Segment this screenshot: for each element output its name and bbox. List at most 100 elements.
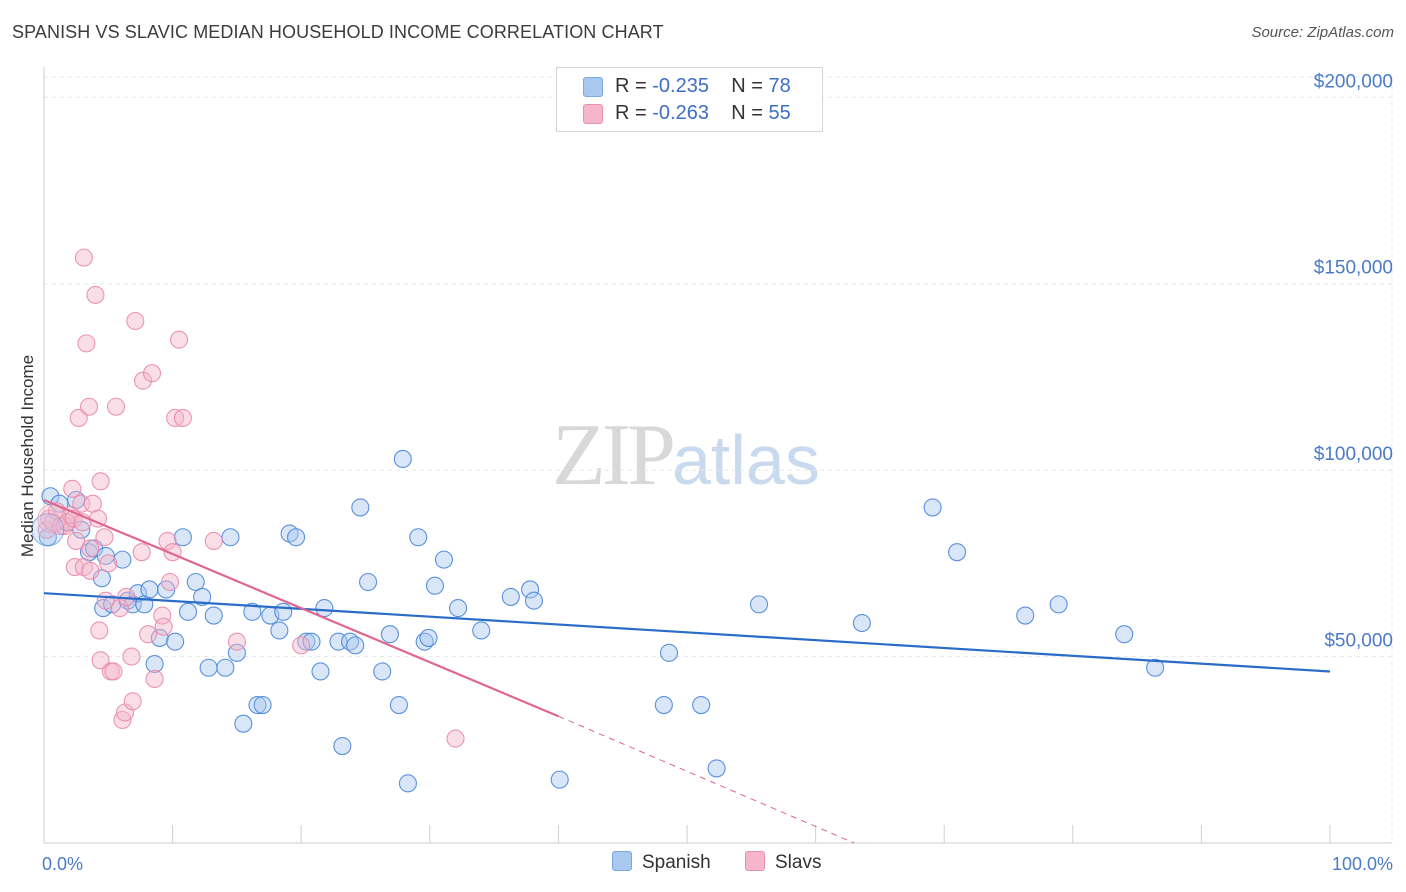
point-spanish	[524, 591, 544, 610]
point-spanish	[449, 599, 468, 618]
point-slavs	[123, 692, 142, 711]
point-spanish	[380, 625, 399, 644]
point-spanish-large	[31, 513, 65, 547]
point-slavs	[169, 330, 189, 349]
point-slavs	[37, 520, 56, 539]
bottom-swatch-slavs	[745, 851, 765, 871]
y-tick-label: $150,000	[1314, 258, 1393, 279]
point-spanish	[302, 632, 321, 651]
point-spanish	[346, 636, 365, 655]
point-spanish	[707, 759, 726, 778]
point-spanish	[1016, 606, 1035, 625]
point-slavs	[292, 636, 311, 655]
point-spanish	[216, 658, 235, 677]
point-spanish	[521, 580, 540, 599]
legend-n-value: 55	[768, 102, 791, 124]
point-slavs	[142, 364, 162, 383]
point-spanish	[359, 572, 378, 592]
legend-n-label: N =	[731, 102, 769, 124]
point-spanish	[550, 770, 569, 789]
point-spanish	[434, 550, 453, 569]
point-slavs	[81, 561, 100, 580]
point-spanish	[234, 714, 253, 733]
point-spanish	[145, 654, 164, 674]
point-spanish	[199, 658, 218, 677]
trend-line-slavs	[43, 498, 559, 718]
watermark-logo: ZIPatlas	[552, 405, 820, 506]
axis-labels: $50,000 $100,000 $150,000 $200,000 0.0% 100.0…	[18, 71, 1393, 874]
point-spanish	[654, 695, 673, 715]
point-spanish	[1115, 625, 1134, 644]
legend-n-label: N =	[731, 75, 769, 97]
point-spanish	[311, 662, 330, 681]
legend-swatch-slavs	[583, 104, 603, 124]
point-spanish	[923, 498, 942, 517]
point-spanish	[425, 576, 444, 595]
point-slavs	[95, 528, 114, 547]
point-spanish	[204, 606, 223, 625]
point-spanish	[221, 528, 240, 547]
legend-n-value: 78	[768, 75, 791, 97]
chart-title: SPANISH VS SLAVIC MEDIAN HOUSEHOLD INCOM…	[12, 22, 664, 42]
bottom-legend-slavs: Slavs	[745, 851, 821, 874]
point-slavs	[204, 531, 223, 551]
trend-lines	[43, 498, 1331, 844]
x-tick-label: 100.0%	[1332, 854, 1393, 874]
point-slavs	[110, 599, 129, 618]
legend-r-value: -0.263	[652, 102, 709, 124]
legend-swatch-spanish	[583, 77, 603, 97]
point-spanish	[150, 628, 169, 647]
bottom-legend-label: Slavs	[775, 852, 822, 873]
correlation-legend: R = -0.235 N = 78 R = -0.263 N = 55	[556, 67, 823, 132]
bottom-swatch-spanish	[612, 851, 632, 871]
point-spanish	[659, 643, 679, 662]
y-axis-title: Median Household Income	[18, 355, 37, 557]
y-tick-label: $200,000	[1314, 71, 1393, 92]
point-slavs	[63, 479, 82, 498]
point-slavs	[133, 371, 153, 390]
point-spanish	[253, 695, 272, 715]
point-spanish	[287, 528, 306, 547]
point-slavs	[446, 729, 465, 748]
x-tick-label: 0.0%	[42, 854, 83, 874]
point-slavs	[104, 662, 123, 681]
point-spanish	[501, 587, 520, 606]
legend-r-label: R =	[615, 102, 653, 124]
point-slavs	[91, 472, 110, 491]
point-slavs	[158, 531, 177, 551]
point-spanish	[948, 543, 967, 562]
point-spanish	[193, 587, 212, 606]
point-slavs	[91, 651, 110, 670]
bottom-legend-label: Spanish	[642, 852, 711, 873]
point-slavs	[154, 617, 173, 636]
point-slavs	[77, 334, 96, 353]
bottom-legend-spanish: Spanish	[612, 851, 711, 874]
point-slavs	[145, 669, 164, 688]
point-spanish	[113, 550, 132, 569]
point-spanish	[186, 572, 205, 592]
trend-line-slavs-extension	[558, 715, 855, 844]
point-slavs	[139, 625, 158, 644]
y-tick-label: $100,000	[1314, 444, 1393, 465]
y-tick-label: $50,000	[1324, 631, 1393, 652]
point-spanish	[398, 774, 417, 793]
point-slavs	[113, 710, 132, 730]
point-spanish	[1146, 658, 1165, 677]
point-slavs	[81, 539, 100, 558]
legend-r-label: R =	[615, 75, 653, 97]
point-spanish	[692, 695, 711, 715]
point-spanish	[393, 449, 412, 469]
point-spanish	[166, 632, 185, 651]
watermark-zip: ZIP	[552, 407, 676, 504]
point-slavs	[160, 572, 180, 592]
point-slavs	[86, 285, 105, 304]
point-spanish	[373, 662, 392, 681]
point-slavs	[173, 408, 192, 427]
point-slavs	[79, 397, 99, 416]
legend-r-value: -0.235	[652, 75, 709, 97]
axes	[43, 67, 1392, 844]
point-spanish	[749, 595, 769, 614]
point-slavs	[166, 408, 185, 427]
point-spanish	[274, 602, 293, 621]
